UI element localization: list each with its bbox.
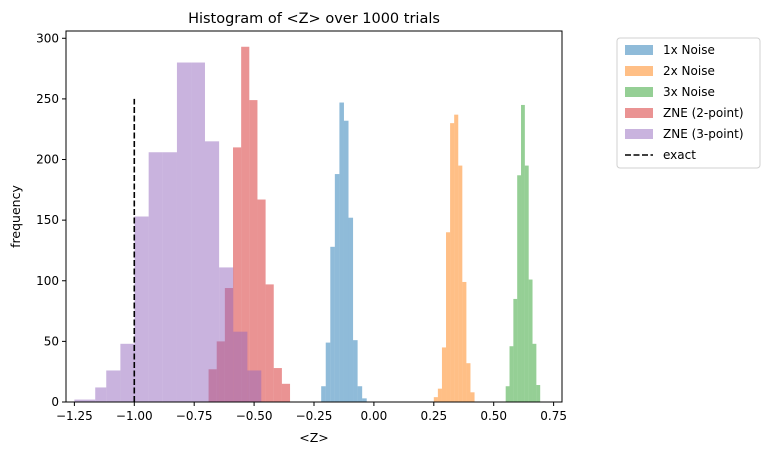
bar-zne-3-point	[148, 152, 163, 402]
legend-swatch	[625, 108, 653, 118]
series-zne-3-point	[74, 62, 262, 402]
legend-label: ZNE (3-point)	[663, 127, 744, 141]
bar-zne-2-point	[241, 46, 250, 402]
bar-1x-noise	[343, 120, 349, 402]
bar-3x-noise	[513, 298, 518, 402]
bar-2x-noise	[437, 388, 442, 402]
x-axis-ticks: −1.25 −1.00 −0.75 −0.50 −0.25 0.00 0.25 0.50 0.7…	[56, 402, 567, 423]
bar-zne-3-point	[191, 62, 205, 402]
x-tick-label: −0.25	[296, 409, 333, 423]
bar-2x-noise	[470, 392, 475, 402]
y-tick-label: 50	[44, 334, 59, 348]
bar-zne-3-point	[95, 387, 107, 402]
bar-2x-noise	[441, 347, 447, 402]
legend-item-2x-noise: 2x Noise	[625, 64, 715, 78]
bar-zne-3-point	[176, 62, 192, 402]
bar-2x-noise	[466, 363, 471, 402]
bar-1x-noise	[348, 217, 354, 402]
legend-item-1x-noise: 1x Noise	[625, 43, 715, 57]
bar-2x-noise	[433, 397, 438, 402]
legend-swatch	[625, 129, 653, 139]
legend-label: ZNE (2-point)	[663, 106, 744, 120]
bar-zne-3-point	[134, 216, 149, 402]
bar-3x-noise	[532, 343, 537, 402]
bar-2x-noise	[450, 123, 455, 402]
bar-2x-noise	[462, 281, 467, 402]
bar-1x-noise	[325, 342, 331, 402]
legend-swatch	[625, 87, 653, 97]
legend-item-3x-noise: 3x Noise	[625, 85, 715, 99]
y-axis-ticks: 0 50 100 150 200 250 300	[36, 31, 66, 409]
bar-3x-noise	[521, 104, 525, 402]
bar-3x-noise	[517, 175, 522, 402]
series-3x-noise	[505, 104, 541, 402]
bar-1x-noise	[362, 398, 367, 402]
bar-1x-noise	[353, 340, 358, 402]
x-tick-label: −0.75	[176, 409, 213, 423]
series-1x-noise	[321, 102, 367, 402]
legend-swatch	[625, 45, 653, 55]
y-tick-label: 0	[51, 395, 59, 409]
histogram-bars	[74, 46, 541, 402]
bar-3x-noise	[524, 165, 529, 402]
x-tick-label: −1.25	[56, 409, 93, 423]
x-axis-label: <Z>	[299, 430, 329, 445]
x-tick-label: 0.75	[540, 409, 567, 423]
bar-zne-2-point	[233, 147, 242, 402]
y-tick-label: 150	[36, 213, 59, 227]
chart-title: Histogram of <Z> over 1000 trials	[188, 11, 440, 27]
bar-zne-2-point	[281, 383, 291, 402]
x-tick-label: 0.00	[361, 409, 388, 423]
bar-3x-noise	[528, 279, 533, 402]
bar-1x-noise	[339, 102, 344, 402]
legend: 1x Noise 2x Noise 3x Noise ZNE (2-point) ZNE…	[616, 37, 761, 169]
bar-1x-noise	[330, 246, 335, 402]
bar-2x-noise	[446, 232, 451, 402]
series-2x-noise	[433, 114, 475, 402]
bar-zne-3-point	[233, 331, 248, 402]
legend-swatch	[625, 66, 653, 76]
bar-zne-3-point	[120, 343, 135, 402]
legend-label: 2x Noise	[663, 64, 715, 78]
legend-item-zne-2-point: ZNE (2-point)	[625, 106, 744, 120]
x-tick-label: −0.50	[236, 409, 273, 423]
y-tick-label: 200	[36, 153, 59, 167]
bar-zne-3-point	[162, 152, 177, 402]
x-tick-label: 0.25	[420, 409, 447, 423]
bar-zne-2-point	[257, 199, 266, 402]
y-tick-label: 100	[36, 274, 59, 288]
bar-3x-noise	[505, 386, 510, 402]
bar-zne-2-point	[265, 284, 274, 402]
bar-zne-3-point	[219, 267, 234, 402]
bar-zne-2-point	[249, 100, 258, 402]
bar-1x-noise	[321, 386, 326, 402]
x-tick-label: 0.50	[480, 409, 507, 423]
bar-2x-noise	[454, 114, 459, 402]
legend-label: 1x Noise	[663, 43, 715, 57]
legend-label: exact	[663, 148, 696, 162]
legend-label: 3x Noise	[663, 85, 715, 99]
bar-1x-noise	[334, 174, 340, 402]
bar-zne-3-point	[247, 370, 262, 402]
bar-zne-2-point	[273, 368, 282, 402]
bar-2x-noise	[458, 165, 463, 402]
bar-1x-noise	[357, 386, 363, 402]
legend-item-exact: exact	[625, 148, 696, 162]
bar-3x-noise	[536, 385, 541, 402]
bar-zne-3-point	[74, 399, 96, 402]
y-tick-label: 250	[36, 92, 59, 106]
x-tick-label: −1.00	[116, 409, 153, 423]
bar-3x-noise	[509, 346, 514, 402]
bar-zne-3-point	[106, 370, 121, 402]
bar-zne-3-point	[204, 141, 220, 402]
y-tick-label: 300	[36, 31, 59, 45]
y-axis-label: frequency	[8, 185, 23, 248]
legend-item-zne-3-point: ZNE (3-point)	[625, 127, 744, 141]
